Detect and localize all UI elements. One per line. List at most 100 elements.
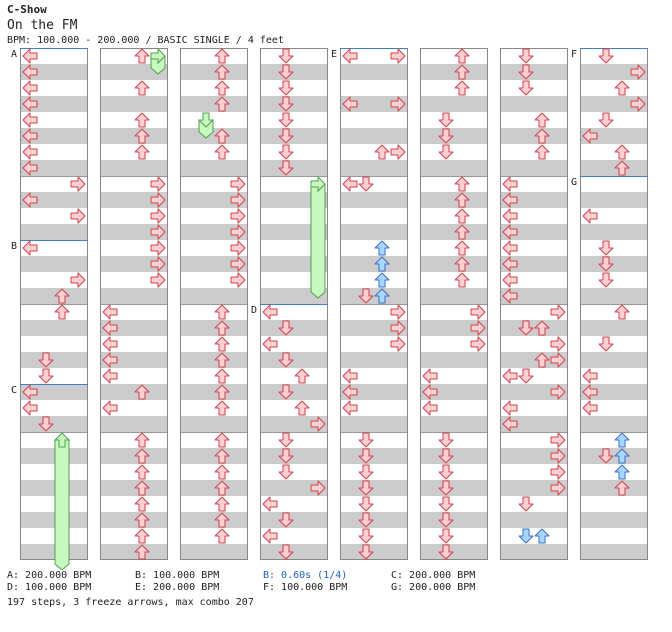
- arrow-shaft: [538, 328, 546, 336]
- step-arrow: [358, 528, 374, 544]
- arrow-shaft: [282, 80, 290, 88]
- arrow-shaft: [602, 448, 610, 456]
- step-arrow: [278, 128, 294, 144]
- arrow-shaft: [590, 388, 598, 396]
- row-stripe: [580, 256, 648, 272]
- arrow-shaft: [458, 248, 466, 256]
- step-arrow: [550, 336, 566, 352]
- step-arrow: [22, 240, 38, 256]
- step-arrow: [70, 272, 86, 288]
- arrow-shaft: [602, 240, 610, 248]
- step-arrow: [438, 448, 454, 464]
- step-arrow: [438, 112, 454, 128]
- step-arrow: [550, 352, 566, 368]
- arrow-shaft: [58, 312, 66, 320]
- arrow-shaft: [550, 356, 558, 364]
- arrow-shaft: [590, 372, 598, 380]
- step-arrow: [550, 384, 566, 400]
- row-stripe: [20, 192, 88, 208]
- step-arrow: [214, 352, 230, 368]
- arrow-shaft: [510, 180, 518, 188]
- chart-column: [100, 47, 168, 560]
- step-arrow: [502, 416, 518, 432]
- row-stripe: [180, 160, 248, 176]
- step-arrow: [134, 80, 150, 96]
- row-stripe: [340, 224, 408, 240]
- step-arrow: [390, 96, 406, 112]
- step-arrow: [214, 48, 230, 64]
- arrow-shaft: [218, 536, 226, 544]
- step-arrow: [550, 480, 566, 496]
- arrow-shaft: [458, 264, 466, 272]
- shock-arrow: [614, 448, 630, 464]
- step-arrow: [598, 272, 614, 288]
- arrow-shaft: [218, 360, 226, 368]
- bpm-label-c: C: 200.000 BPM: [391, 570, 476, 581]
- column-border: [180, 48, 248, 560]
- row-stripe: [420, 224, 488, 240]
- arrow-shaft: [138, 88, 146, 96]
- row-stripe: [420, 416, 488, 432]
- arrow-shaft: [538, 360, 546, 368]
- step-arrow: [342, 368, 358, 384]
- row-stripe: [340, 64, 408, 80]
- arrow-shaft: [138, 120, 146, 128]
- step-arrow: [278, 464, 294, 480]
- arrow-shaft: [550, 436, 558, 444]
- row-stripe: [340, 320, 408, 336]
- row-stripe: [20, 288, 88, 304]
- bpm-marker-label: G: [571, 177, 577, 188]
- step-arrow: [214, 432, 230, 448]
- arrow-shaft: [522, 64, 530, 72]
- row-stripe: [260, 512, 328, 528]
- arrow-shaft: [138, 504, 146, 512]
- arrow-shaft: [442, 496, 450, 504]
- arrow-shaft: [602, 336, 610, 344]
- column-border: [100, 48, 168, 560]
- row-stripe: [180, 544, 248, 560]
- arrow-shaft: [110, 340, 118, 348]
- arrow-shaft: [350, 100, 358, 108]
- chart-column: [420, 48, 488, 560]
- arrow-shaft: [458, 200, 466, 208]
- row-stripe: [340, 544, 408, 560]
- arrow-shaft: [58, 296, 66, 304]
- arrow-shaft: [470, 308, 478, 316]
- step-arrow: [534, 352, 550, 368]
- step-arrow: [278, 96, 294, 112]
- bpm-label-a: A: 200.000 BPM: [7, 570, 92, 581]
- step-arrow: [150, 240, 166, 256]
- row-stripe: [180, 384, 248, 400]
- step-arrow: [214, 368, 230, 384]
- step-arrow: [230, 240, 246, 256]
- step-arrow: [214, 128, 230, 144]
- row-stripe: [20, 352, 88, 368]
- step-arrow: [550, 304, 566, 320]
- step-arrow: [214, 80, 230, 96]
- step-arrow: [358, 176, 374, 192]
- step-arrow: [454, 256, 470, 272]
- arrow-shaft: [550, 308, 558, 316]
- step-arrow: [134, 464, 150, 480]
- step-arrow: [134, 48, 150, 64]
- row-stripe: [180, 480, 248, 496]
- step-arrow: [358, 496, 374, 512]
- arrow-shaft: [458, 72, 466, 80]
- arrow-shaft: [590, 212, 598, 220]
- step-arrow: [438, 528, 454, 544]
- step-arrow: [102, 304, 118, 320]
- arrow-shaft: [458, 56, 466, 64]
- arrow-shaft: [218, 488, 226, 496]
- step-arrow: [598, 112, 614, 128]
- step-arrow: [518, 320, 534, 336]
- step-arrow: [502, 176, 518, 192]
- row-stripe: [340, 448, 408, 464]
- freeze-head: [197, 112, 215, 128]
- row-stripe: [580, 384, 648, 400]
- arrow-shaft: [298, 408, 306, 416]
- arrow-shaft: [138, 392, 146, 400]
- step-arrow: [214, 496, 230, 512]
- step-arrow: [518, 64, 534, 80]
- arrow-shaft: [602, 272, 610, 280]
- row-stripe: [340, 384, 408, 400]
